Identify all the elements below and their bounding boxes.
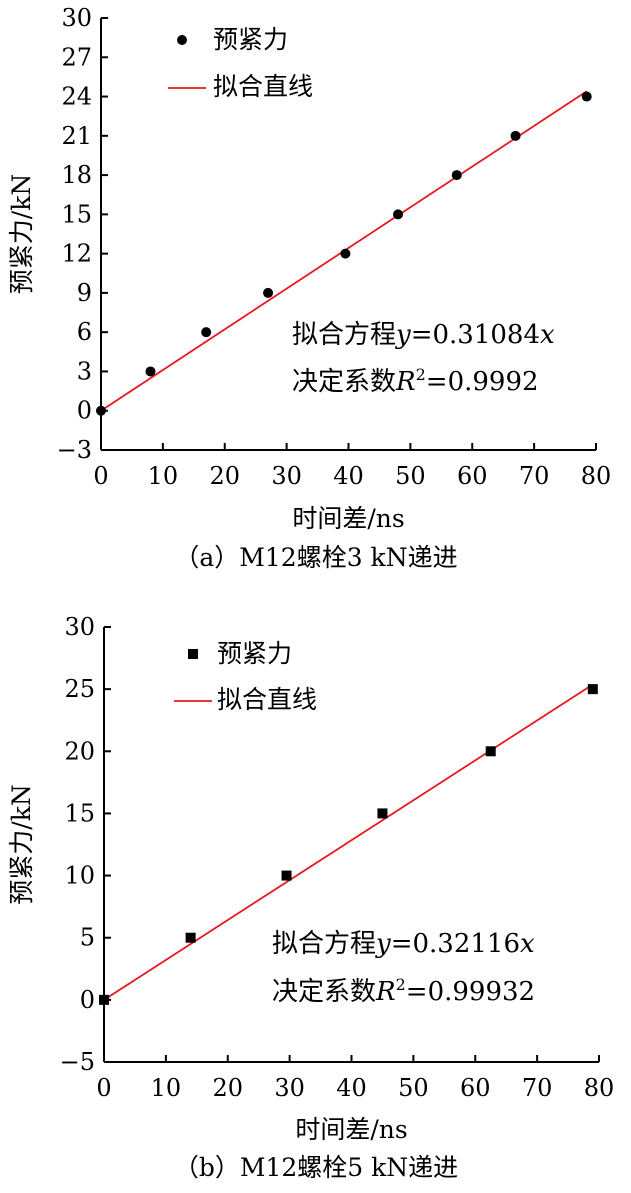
y-tick-label: 18: [61, 161, 92, 189]
data-point: [185, 932, 196, 943]
y-tick-label: 12: [61, 240, 92, 268]
y-axis-label: 预紧力/kN: [7, 784, 36, 904]
data-point: [510, 130, 521, 141]
fit-line: [103, 683, 594, 1001]
r2-value: =0.9992: [426, 367, 539, 397]
equation-part: x: [520, 929, 535, 959]
x-tick-label: 10: [148, 462, 179, 490]
equation-part: =0.31084: [411, 320, 540, 350]
x-tick-label: 50: [395, 462, 426, 490]
data-point: [96, 405, 106, 416]
x-tick-label: 60: [457, 462, 488, 490]
data-point: [393, 209, 403, 220]
y-tick-label: 24: [61, 83, 92, 111]
r2-symbol: R: [395, 367, 416, 397]
r2-prefix: 决定系数: [272, 977, 376, 1007]
x-tick-label: 20: [212, 1074, 243, 1102]
x-tick-label: 30: [274, 1074, 305, 1102]
legend-label-points: 预紧力: [213, 25, 288, 54]
r2-superscript: 2: [396, 975, 406, 994]
data-point: [485, 746, 496, 757]
legend-marker: [177, 35, 187, 45]
x-tick-label: 20: [209, 462, 240, 490]
y-tick-label: −3: [57, 436, 92, 464]
legend-label-fit: 拟合直线: [213, 72, 313, 101]
data-point: [451, 170, 462, 181]
y-tick-label: 30: [64, 613, 95, 641]
equation-part: y: [375, 929, 391, 959]
y-tick-label: 0: [77, 397, 92, 425]
r-squared: 决定系数R2=0.9992: [292, 365, 539, 397]
x-tick-label: 50: [398, 1074, 429, 1102]
y-tick-label: 21: [61, 122, 92, 150]
chart-caption: （a）M12螺栓3 kN递进: [174, 543, 457, 572]
fit-equation: 拟合方程y=0.31084x: [292, 320, 555, 350]
legend-marker: [188, 649, 198, 659]
legend-label-points: 预紧力: [217, 639, 292, 668]
x-tick-label: 0: [96, 1074, 111, 1102]
y-tick-label: 10: [64, 862, 95, 890]
equation-part: =0.32116: [391, 929, 520, 959]
x-tick-label: 70: [522, 1074, 553, 1102]
data-point: [281, 870, 292, 881]
data-point: [377, 808, 388, 819]
data-point: [99, 994, 109, 1005]
data-point: [201, 327, 212, 338]
r-squared: 决定系数R2=0.99932: [272, 975, 535, 1007]
data-point: [340, 248, 351, 259]
data-point: [587, 684, 598, 695]
y-tick-label: 27: [61, 43, 92, 71]
x-tick-label: 80: [584, 1074, 615, 1102]
y-tick-label: −5: [60, 1048, 95, 1076]
data-point: [145, 366, 156, 377]
y-tick-label: 9: [77, 279, 92, 307]
x-tick-label: 60: [460, 1074, 491, 1102]
y-tick-label: 15: [64, 799, 95, 827]
y-tick-label: 30: [61, 4, 92, 32]
y-axis-label: 预紧力/kN: [7, 174, 36, 294]
x-tick-label: 40: [336, 1074, 367, 1102]
fit-equation: 拟合方程y=0.32116x: [272, 929, 535, 959]
x-tick-label: 40: [333, 462, 364, 490]
equation-part: y: [395, 320, 411, 350]
r2-value: =0.99932: [406, 977, 535, 1007]
x-tick-label: 10: [151, 1074, 182, 1102]
x-tick-label: 30: [271, 462, 302, 490]
equation-part: 拟合方程: [292, 320, 396, 350]
r2-symbol: R: [375, 977, 396, 1007]
equation-part: x: [540, 320, 555, 350]
y-tick-label: 5: [80, 924, 95, 952]
y-tick-label: 3: [77, 357, 92, 385]
r2-prefix: 决定系数: [292, 367, 396, 397]
y-tick-label: 20: [64, 737, 95, 765]
x-axis-label: 时间差/ns: [292, 504, 404, 533]
y-tick-label: 0: [80, 986, 95, 1014]
chart-caption: （b）M12螺栓5 kN递进: [174, 1153, 458, 1182]
y-tick-label: 6: [77, 318, 92, 346]
data-point: [581, 91, 592, 102]
equation-part: 拟合方程: [272, 929, 376, 959]
data-point: [263, 287, 274, 298]
x-axis-label: 时间差/ns: [295, 1115, 407, 1144]
legend-label-fit: 拟合直线: [217, 685, 317, 714]
x-tick-label: 70: [519, 462, 550, 490]
y-tick-label: 25: [64, 675, 95, 703]
r2-superscript: 2: [416, 365, 426, 384]
y-tick-label: 15: [61, 200, 92, 228]
x-tick-label: 80: [581, 462, 612, 490]
x-tick-label: 0: [93, 462, 108, 490]
